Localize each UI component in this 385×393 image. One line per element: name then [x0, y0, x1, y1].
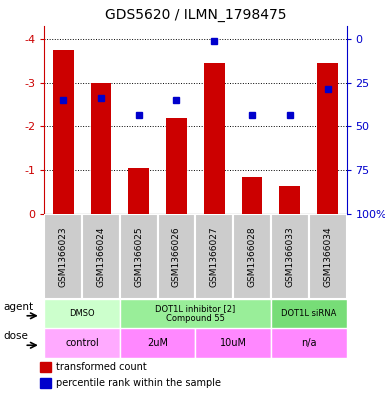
Bar [120, 299, 271, 328]
Bar [309, 214, 346, 299]
Bar [317, 63, 338, 214]
Text: GSM1366024: GSM1366024 [96, 226, 105, 286]
Text: percentile rank within the sample: percentile rank within the sample [56, 378, 221, 388]
Text: GSM1366027: GSM1366027 [210, 226, 219, 287]
Bar [44, 299, 120, 328]
Text: transformed count: transformed count [56, 362, 146, 372]
Text: 10uM: 10uM [220, 338, 247, 348]
Bar [90, 83, 111, 214]
Bar [271, 328, 346, 358]
Text: GSM1366033: GSM1366033 [285, 226, 295, 287]
Text: 2uM: 2uM [147, 338, 168, 348]
Bar [280, 185, 300, 214]
Bar [166, 118, 187, 214]
Text: agent: agent [3, 302, 33, 312]
Bar [157, 214, 195, 299]
Bar [120, 214, 157, 299]
Bar [44, 328, 120, 358]
Text: GSM1366028: GSM1366028 [248, 226, 256, 287]
Bar [128, 168, 149, 214]
Bar [196, 328, 271, 358]
Bar [120, 328, 196, 358]
Bar [271, 214, 309, 299]
Text: GSM1366034: GSM1366034 [323, 226, 332, 287]
Bar [242, 177, 263, 214]
Text: DOT1L inhibitor [2]
Compound 55: DOT1L inhibitor [2] Compound 55 [155, 304, 236, 323]
Bar [40, 362, 51, 372]
Bar [196, 214, 233, 299]
Title: GDS5620 / ILMN_1798475: GDS5620 / ILMN_1798475 [105, 8, 286, 22]
Bar [82, 214, 120, 299]
Bar [233, 214, 271, 299]
Text: dose: dose [3, 331, 28, 342]
Text: DMSO: DMSO [69, 309, 95, 318]
Bar [204, 63, 225, 214]
Bar [40, 378, 51, 388]
Bar [271, 299, 346, 328]
Text: GSM1366026: GSM1366026 [172, 226, 181, 287]
Text: GSM1366025: GSM1366025 [134, 226, 143, 287]
Text: DOT1L siRNA: DOT1L siRNA [281, 309, 336, 318]
Text: n/a: n/a [301, 338, 316, 348]
Text: control: control [65, 338, 99, 348]
Bar [44, 214, 82, 299]
Bar [53, 50, 74, 214]
Text: GSM1366023: GSM1366023 [59, 226, 68, 287]
